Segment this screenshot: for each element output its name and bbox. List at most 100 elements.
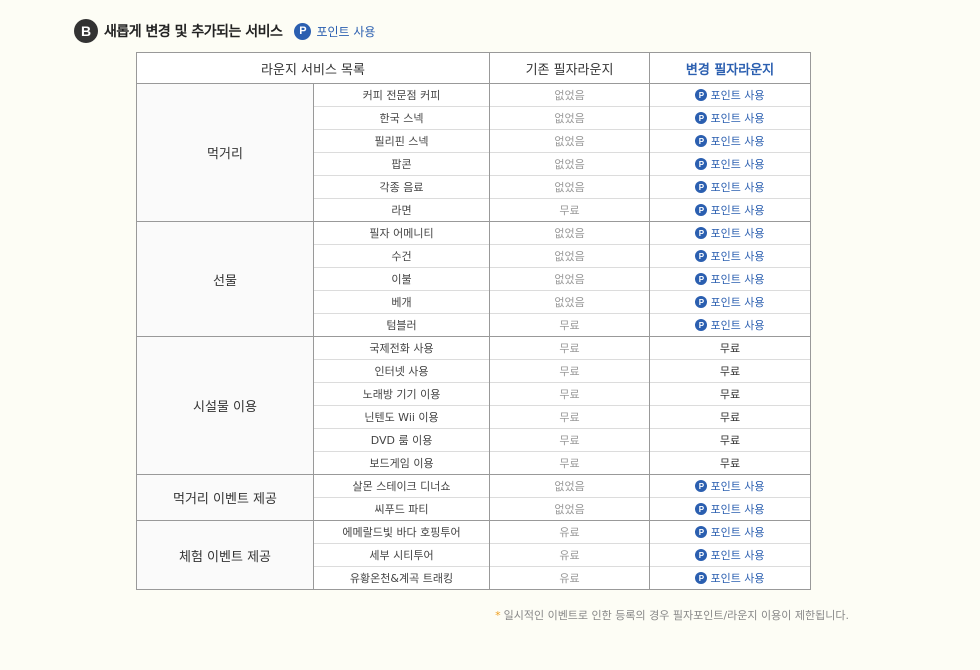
old-status-cell: 없었음: [489, 221, 651, 245]
point-legend-label: 포인트 사용: [316, 24, 376, 39]
service-name-cell: 유황온천&계곡 트래킹: [312, 566, 491, 590]
new-status-cell: 무료: [649, 451, 812, 475]
point-icon: P: [695, 204, 708, 216]
point-use-tag: P 포인트 사용: [695, 547, 765, 563]
point-use-label: 포인트 사용: [710, 296, 765, 309]
new-status-cell: P 포인트 사용: [649, 313, 812, 337]
new-status-cell: P 포인트 사용: [649, 566, 812, 590]
table-row: 한국 스넥 없었음 P 포인트 사용: [137, 106, 812, 130]
service-name-cell: 국제전화 사용: [312, 336, 491, 360]
old-status-cell: 없었음: [489, 175, 651, 199]
point-use-label: 포인트 사용: [710, 158, 765, 171]
old-status-cell: 무료: [489, 198, 651, 222]
table-row: 텀블러 무료 P 포인트 사용: [137, 313, 812, 337]
old-status-cell: 없었음: [489, 244, 651, 268]
old-status-cell: 무료: [489, 382, 651, 406]
point-use-tag: P 포인트 사용: [695, 271, 765, 287]
point-icon: P: [695, 112, 708, 124]
new-status-cell: P 포인트 사용: [649, 497, 812, 521]
old-status-cell: 없었음: [489, 474, 651, 498]
category-cell: 시설물 이용: [136, 336, 314, 475]
service-name-cell: 에메랄드빛 바다 호핑투어: [312, 520, 491, 544]
table-header-row: 라운지 서비스 목록 기존 필자라운지 변경 필자라운지: [135, 52, 812, 84]
service-name-cell: 각종 음료: [312, 175, 491, 199]
old-status-cell: 유료: [489, 543, 651, 567]
category-cell: 선물: [136, 221, 314, 337]
old-status-cell: 없었음: [489, 106, 651, 130]
old-status-cell: 유료: [489, 566, 651, 590]
old-status-cell: 없었음: [489, 83, 651, 107]
new-status-cell: P 포인트 사용: [649, 129, 812, 153]
new-status-cell: P 포인트 사용: [649, 520, 812, 544]
point-use-tag: P 포인트 사용: [695, 110, 765, 126]
table-row: 이불 없었음 P 포인트 사용: [137, 267, 812, 291]
new-status-cell: P 포인트 사용: [649, 83, 812, 107]
footnote: * 일시적인 이벤트로 인한 등록의 경우 필자포인트/라운지 이용이 제한됩니다…: [495, 607, 849, 623]
category-cell: 체험 이벤트 제공: [136, 520, 314, 590]
point-use-label: 포인트 사용: [710, 319, 765, 332]
point-use-tag: P 포인트 사용: [695, 570, 765, 586]
new-status-cell: P 포인트 사용: [649, 474, 812, 498]
point-icon: P: [695, 273, 708, 285]
table-row: 먹거리 이벤트 제공 살몬 스테이크 디너쇼 없었음 P 포인트 사용: [136, 474, 812, 521]
service-name-cell: 닌텐도 Wii 이용: [312, 405, 491, 429]
old-status-cell: 없었음: [489, 290, 651, 314]
new-status-cell: 무료: [649, 428, 812, 452]
point-use-tag: P 포인트 사용: [695, 156, 765, 172]
point-icon: P: [695, 549, 708, 561]
footnote-star: *: [495, 609, 501, 622]
new-status-cell: P 포인트 사용: [649, 152, 812, 176]
table-row: 유황온천&계곡 트래킹 유료 P 포인트 사용: [137, 566, 812, 590]
new-status-cell: P 포인트 사용: [649, 244, 812, 268]
col-header-old: 기존 필자라운지: [489, 52, 651, 84]
point-use-tag: P 포인트 사용: [695, 317, 765, 333]
section-title: 새롭게 변경 및 추가되는 서비스: [104, 24, 283, 40]
col-header-service: 라운지 서비스 목록: [135, 52, 491, 84]
table-row: 팝콘 없었음 P 포인트 사용: [137, 152, 812, 176]
service-name-cell: DVD 룸 이용: [312, 428, 491, 452]
new-status-cell: 무료: [649, 405, 812, 429]
point-icon: P: [695, 319, 708, 331]
point-use-label: 포인트 사용: [710, 480, 765, 493]
table-row: 체험 이벤트 제공 에메랄드빛 바다 호핑투어 유료 P 포인트 사용: [136, 520, 812, 590]
point-use-label: 포인트 사용: [710, 89, 765, 102]
service-name-cell: 이불: [312, 267, 491, 291]
table-row: 베개 없었음 P 포인트 사용: [137, 290, 812, 314]
old-status-cell: 유료: [489, 520, 651, 544]
point-icon: P: [695, 526, 708, 538]
point-use-tag: P 포인트 사용: [695, 179, 765, 195]
service-name-cell: 텀블러: [312, 313, 491, 337]
service-name-cell: 살몬 스테이크 디너쇼: [312, 474, 491, 498]
service-name-cell: 라면: [312, 198, 491, 222]
service-name-cell: 팝콘: [312, 152, 491, 176]
service-name-cell: 노래방 기기 이용: [312, 382, 491, 406]
point-icon: P: [695, 135, 708, 147]
service-name-cell: 한국 스넥: [312, 106, 491, 130]
section-b-badge: B: [74, 19, 98, 43]
category-cell: 먹거리 이벤트 제공: [136, 474, 314, 521]
service-table: 라운지 서비스 목록 기존 필자라운지 변경 필자라운지 먹거리 커피 전문점 커…: [135, 52, 812, 590]
table-row: 닌텐도 Wii 이용 무료 무료: [137, 405, 812, 429]
old-status-cell: 없었음: [489, 152, 651, 176]
new-status-cell: P 포인트 사용: [649, 290, 812, 314]
table-row: 라면 무료 P 포인트 사용: [137, 198, 812, 222]
point-icon: P: [695, 89, 708, 101]
point-icon: P: [695, 480, 708, 492]
table-row: 필리핀 스넥 없었음 P 포인트 사용: [137, 129, 812, 153]
old-status-cell: 무료: [489, 336, 651, 360]
point-use-label: 포인트 사용: [710, 549, 765, 562]
new-status-cell: 무료: [649, 382, 812, 406]
point-icon: P: [294, 22, 312, 40]
old-status-cell: 없었음: [489, 129, 651, 153]
new-status-cell: P 포인트 사용: [649, 221, 812, 245]
point-use-tag: P 포인트 사용: [695, 501, 765, 517]
old-status-cell: 없었음: [489, 267, 651, 291]
old-status-cell: 무료: [489, 451, 651, 475]
point-icon: P: [695, 227, 708, 239]
table-row: 인터넷 사용 무료 무료: [137, 359, 812, 383]
table-row: 세부 시티투어 유료 P 포인트 사용: [137, 543, 812, 567]
old-status-cell: 무료: [489, 428, 651, 452]
new-status-cell: 무료: [649, 336, 812, 360]
service-name-cell: 수건: [312, 244, 491, 268]
new-status-cell: P 포인트 사용: [649, 198, 812, 222]
